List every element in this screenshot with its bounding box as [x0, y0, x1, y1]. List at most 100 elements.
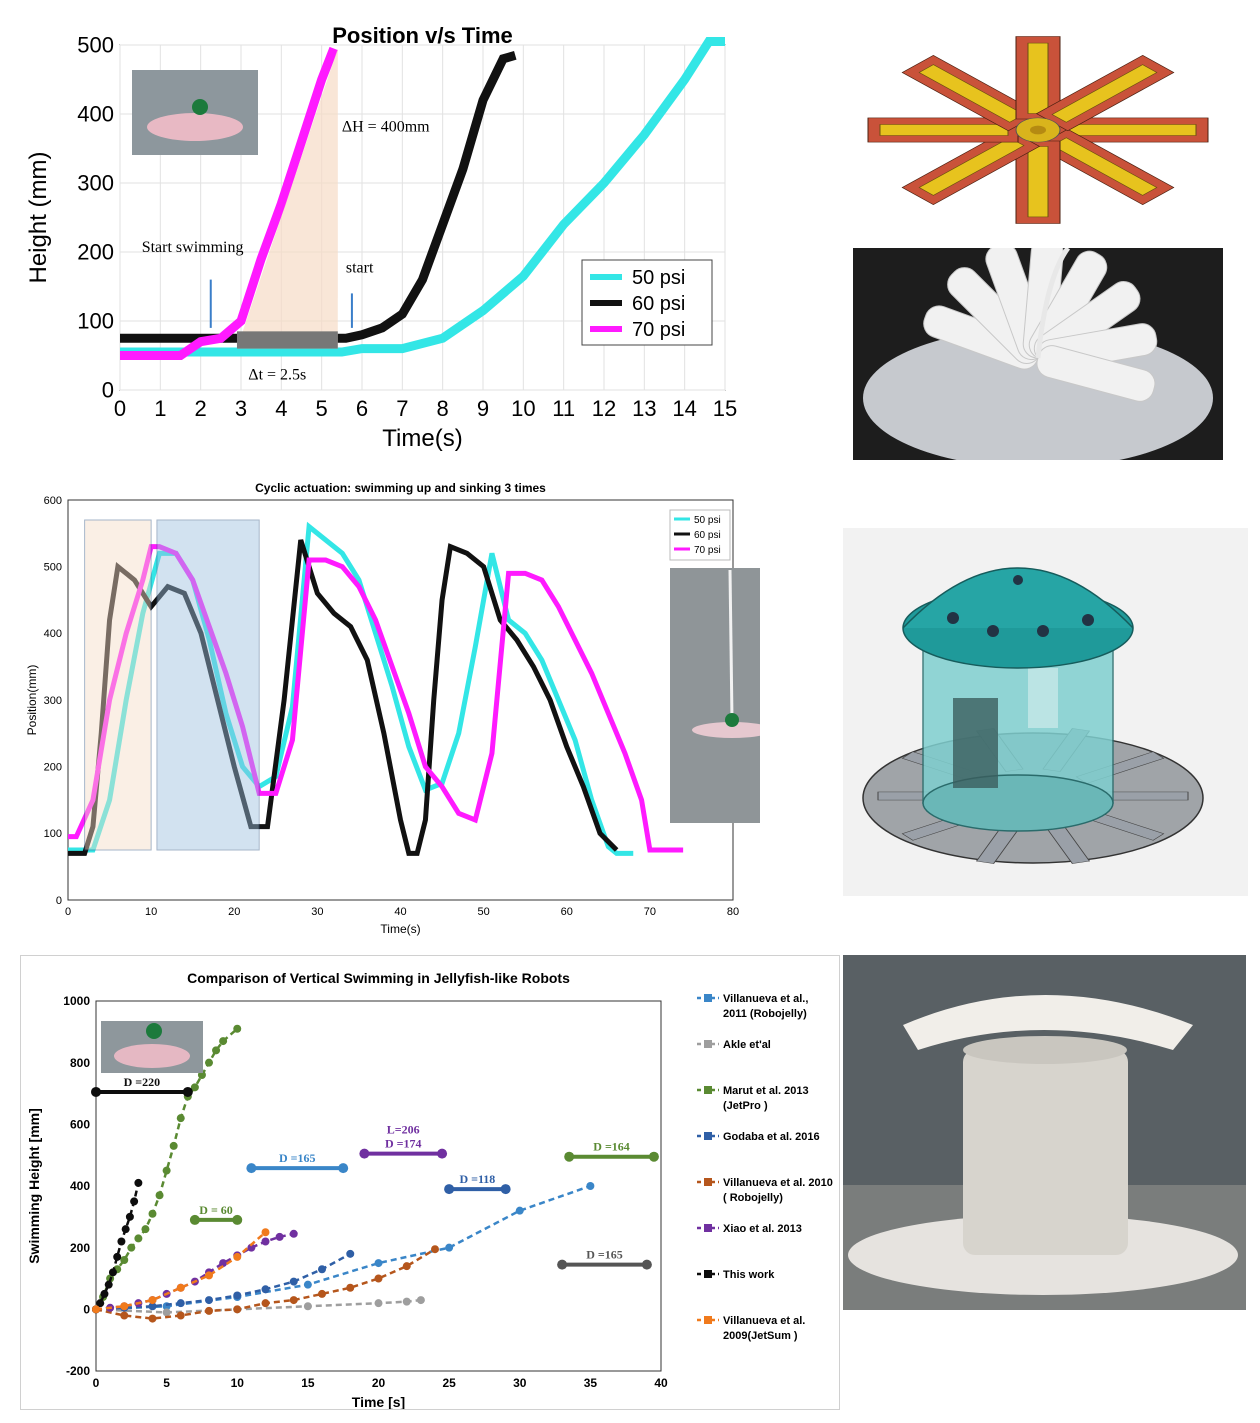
- x-tick-label: 0: [65, 906, 71, 918]
- star-arm: [1015, 36, 1061, 120]
- x-tick-label: 0: [93, 1376, 100, 1390]
- series-point: [205, 1271, 213, 1280]
- chart-title: Comparison of Vertical Swimming in Jelly…: [187, 970, 570, 986]
- x-tick-label: 30: [513, 1376, 527, 1390]
- series-point: [134, 1234, 143, 1243]
- y-tick-label: 300: [77, 171, 114, 196]
- x-tick-label: 9: [477, 396, 489, 421]
- inset-robot-head-2: [725, 713, 739, 727]
- soft-robot-illustration: [853, 248, 1223, 460]
- series-point: [100, 1289, 109, 1298]
- y-tick-label: 400: [44, 628, 62, 640]
- series-line-2: [120, 46, 338, 360]
- photo-soft-robot: [853, 248, 1223, 460]
- x-tick-label: 15: [713, 396, 737, 421]
- legend-label: Villanueva et al.: [723, 1315, 805, 1327]
- dimension-label: D =220: [124, 1075, 161, 1089]
- legend-label: 2011 (Robojelly): [723, 1008, 807, 1020]
- dimension-end: [557, 1259, 568, 1270]
- legend-marker: [704, 1224, 712, 1232]
- dimension-end: [232, 1214, 243, 1225]
- series-point: [92, 1305, 100, 1314]
- series-point: [169, 1141, 178, 1150]
- x-tick-label: 5: [163, 1376, 170, 1390]
- x-tick-label: 20: [228, 906, 240, 918]
- dimension-end: [648, 1151, 659, 1162]
- chart-title: Position v/s Time: [332, 23, 513, 48]
- dimension-end: [246, 1163, 257, 1174]
- x-tick-label: 50: [478, 906, 490, 918]
- highlight-swim-up: [84, 519, 152, 851]
- series-point: [117, 1237, 126, 1246]
- y-tick-label: 600: [70, 1118, 90, 1132]
- x-tick-label: 4: [275, 396, 287, 421]
- series-point: [134, 1178, 143, 1187]
- x-tick-label: 8: [437, 396, 449, 421]
- dimension-end: [564, 1151, 575, 1162]
- chart-title: Cyclic actuation: swimming up and sinkin…: [255, 481, 546, 495]
- y-axis-label: Height (mm): [25, 151, 52, 283]
- series-line-0: [120, 37, 725, 357]
- legend-label: Marut et al. 2013: [723, 1085, 809, 1097]
- x-tick-label: 6: [356, 396, 368, 421]
- inset-robot-head-3: [146, 1023, 162, 1039]
- dimension-label: D = 60: [199, 1203, 233, 1217]
- y-tick-label: 800: [70, 1056, 90, 1070]
- series-point: [148, 1209, 157, 1218]
- inset-robot-head: [192, 99, 208, 115]
- dimension-end: [189, 1214, 200, 1225]
- series-point: [303, 1302, 312, 1311]
- x-axis-label: Time [s]: [352, 1394, 405, 1409]
- legend-marker: [704, 1316, 712, 1324]
- series-point: [113, 1252, 122, 1261]
- y-tick-label: 1000: [63, 994, 90, 1008]
- dimension-label: D =118: [459, 1172, 495, 1186]
- series-point: [190, 1083, 199, 1092]
- series-point: [130, 1197, 139, 1206]
- legend-marker: [704, 1040, 712, 1048]
- x-tick-label: 1: [154, 396, 166, 421]
- x-tick-label: 0: [114, 396, 126, 421]
- dimension-label: D =164: [593, 1140, 630, 1154]
- series-point: [162, 1166, 171, 1175]
- y-tick-label: 500: [44, 562, 62, 574]
- inset-tether: [728, 569, 734, 721]
- chart-position-vs-time: 0 1 2 3 4 5 6 7 8 9 10 11 12 13 14 15 0 100 200 300 400 500 Po…: [20, 15, 760, 465]
- dimension-label: L=206: [387, 1123, 420, 1137]
- x-tick-label: 13: [632, 396, 656, 421]
- cad-dome-illustration: [862, 567, 1204, 864]
- star-arm-inner: [1051, 137, 1158, 196]
- legend-label: Xiao et al. 2013: [723, 1223, 802, 1235]
- legend-label: Villanueva et al.,: [723, 993, 808, 1005]
- x-tick-label: 11: [552, 396, 575, 421]
- dimension-label: D =165: [279, 1151, 316, 1165]
- dimension-end: [338, 1163, 349, 1174]
- x-tick-label: 14: [672, 396, 696, 421]
- x-axis-label: Time(s): [382, 425, 462, 452]
- series-point: [402, 1262, 411, 1271]
- x-axis-label: Time(s): [380, 922, 420, 936]
- legend-label: Akle et'al: [723, 1039, 771, 1051]
- series-point: [233, 1024, 242, 1033]
- series-point: [120, 1256, 129, 1264]
- star-arm-inner: [1027, 146, 1049, 218]
- delta-t-bar: [236, 331, 338, 349]
- y-tick-label: 600: [44, 495, 62, 507]
- series-point: [261, 1285, 270, 1294]
- series-point: [219, 1259, 228, 1268]
- series-point: [148, 1314, 157, 1323]
- x-tick-label: 35: [584, 1376, 598, 1390]
- series-point: [515, 1206, 524, 1215]
- series-point: [289, 1229, 298, 1238]
- series-point: [261, 1237, 270, 1246]
- series-point: [176, 1311, 185, 1320]
- legend-marker: [704, 1086, 712, 1094]
- annotation-delta-h: ΔH = 400mm: [342, 118, 430, 135]
- dimension-label: D =174: [385, 1137, 422, 1151]
- dimension-end: [641, 1259, 652, 1270]
- highlight-sink: [156, 519, 260, 851]
- x-tick-label: 12: [592, 396, 616, 421]
- y-tick-label: 500: [77, 33, 114, 58]
- series-point: [127, 1243, 136, 1252]
- series-point: [219, 1037, 228, 1046]
